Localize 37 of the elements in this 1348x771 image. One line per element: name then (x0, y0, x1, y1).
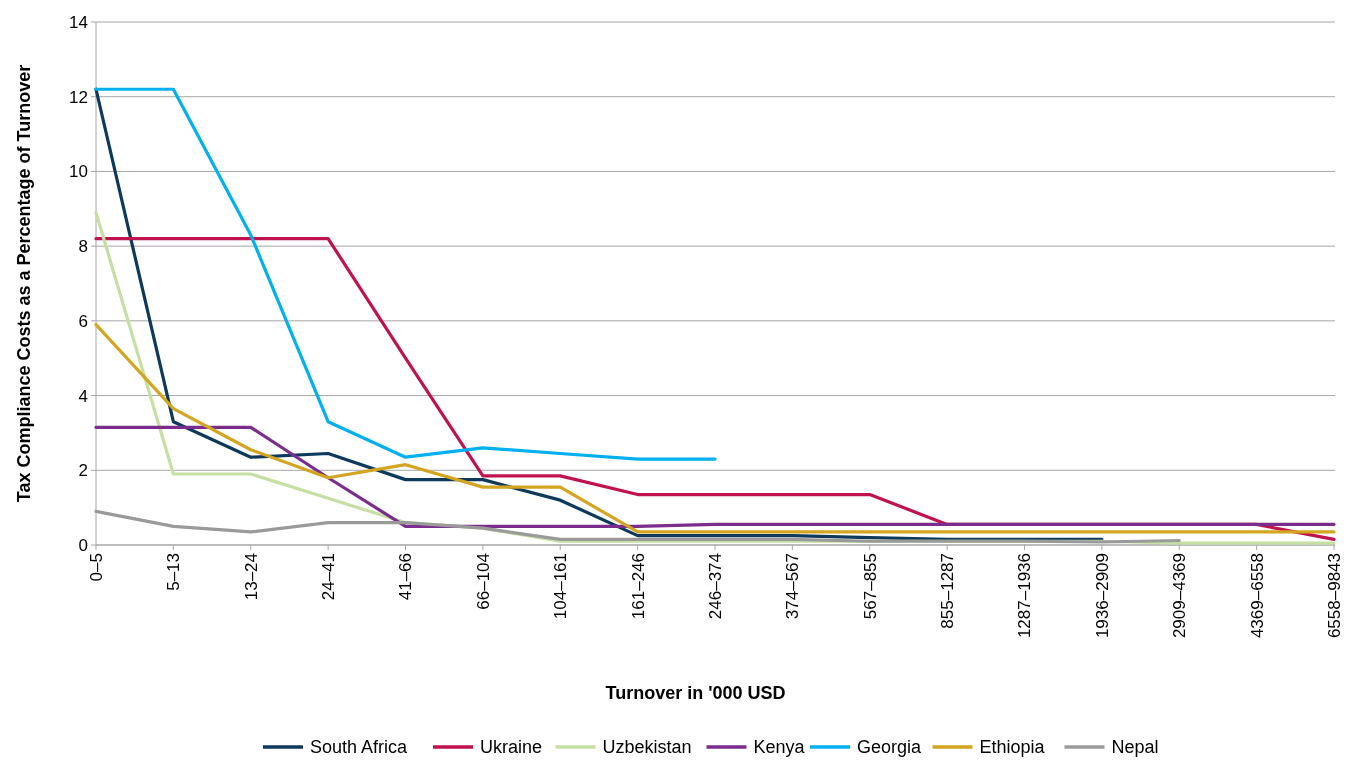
legend-label: Ukraine (480, 737, 543, 757)
x-tick-label: 567–855 (860, 553, 880, 620)
y-tick-label: 0 (78, 535, 88, 555)
x-tick-label: 5–13 (164, 553, 184, 591)
legend-label: Nepal (1111, 737, 1159, 757)
x-tick-label: 374–567 (783, 553, 803, 620)
y-tick-label: 14 (69, 12, 88, 32)
x-tick-label: 2909–4369 (1170, 553, 1190, 639)
x-tick-label: 4369–6558 (1247, 553, 1267, 639)
x-axis-title: Turnover in '000 USD (605, 683, 786, 703)
x-tick-label: 1936–2909 (1092, 553, 1112, 639)
legend-label: Ethiopia (979, 737, 1046, 757)
y-tick-label: 12 (69, 87, 88, 107)
line-series (94, 322, 1336, 534)
x-tick-label: 66–104 (473, 553, 493, 610)
legend-label: Uzbekistan (602, 737, 692, 757)
x-tick-label: 24–41 (319, 553, 339, 601)
legend-label: Georgia (857, 737, 923, 757)
line-series (94, 425, 1336, 528)
x-tick-label: 13–24 (241, 553, 261, 601)
legend-label: Kenya (753, 737, 806, 757)
x-tick-label: 246–374 (705, 553, 725, 620)
x-tick-label: 0–5 (86, 553, 106, 582)
y-tick-label: 2 (78, 461, 88, 481)
y-tick-label: 10 (69, 162, 88, 182)
line-series (94, 87, 717, 461)
x-tick-label: 161–246 (628, 553, 648, 620)
x-tick-label: 6558–9843 (1324, 553, 1344, 639)
x-tick-label: 855–1287 (938, 553, 958, 629)
legend-label: South Africa (310, 737, 409, 757)
y-tick-label: 8 (78, 237, 88, 257)
y-tick-label: 6 (78, 311, 88, 331)
x-tick-label: 1287–1936 (1015, 553, 1035, 639)
y-tick-label: 4 (78, 386, 88, 406)
x-tick-label: 41–66 (396, 553, 416, 601)
x-tick-label: 104–161 (551, 553, 571, 620)
y-axis-title: Tax Compliance Costs as a Percentage of Turnover (14, 64, 34, 503)
